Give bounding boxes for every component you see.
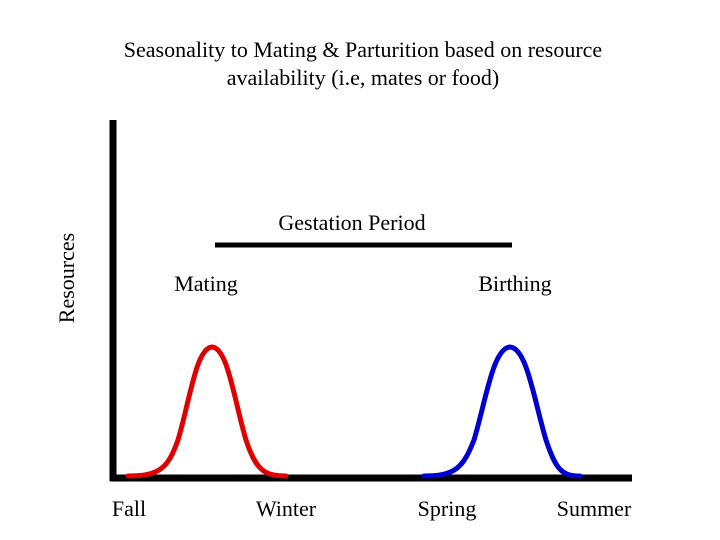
birthing-peak-curve bbox=[421, 344, 583, 479]
y-axis-label: Resources bbox=[54, 233, 79, 323]
mating-label: Mating bbox=[174, 271, 238, 296]
x-tick-summer: Summer bbox=[557, 496, 632, 521]
birthing-label: Birthing bbox=[478, 271, 551, 296]
diagram-title: Seasonality to Mating & Parturition base… bbox=[60, 36, 666, 92]
x-tick-fall: Fall bbox=[112, 496, 146, 521]
diagram-title-line-1: Seasonality to Mating & Parturition base… bbox=[123, 37, 603, 62]
diagram-title-line-2: availability (i.e, mates or food) bbox=[226, 65, 500, 90]
mating-peak-curve bbox=[125, 344, 289, 479]
x-tick-spring: Spring bbox=[418, 496, 477, 521]
x-tick-winter: Winter bbox=[256, 496, 317, 521]
gestation-period-label: Gestation Period bbox=[278, 210, 425, 235]
